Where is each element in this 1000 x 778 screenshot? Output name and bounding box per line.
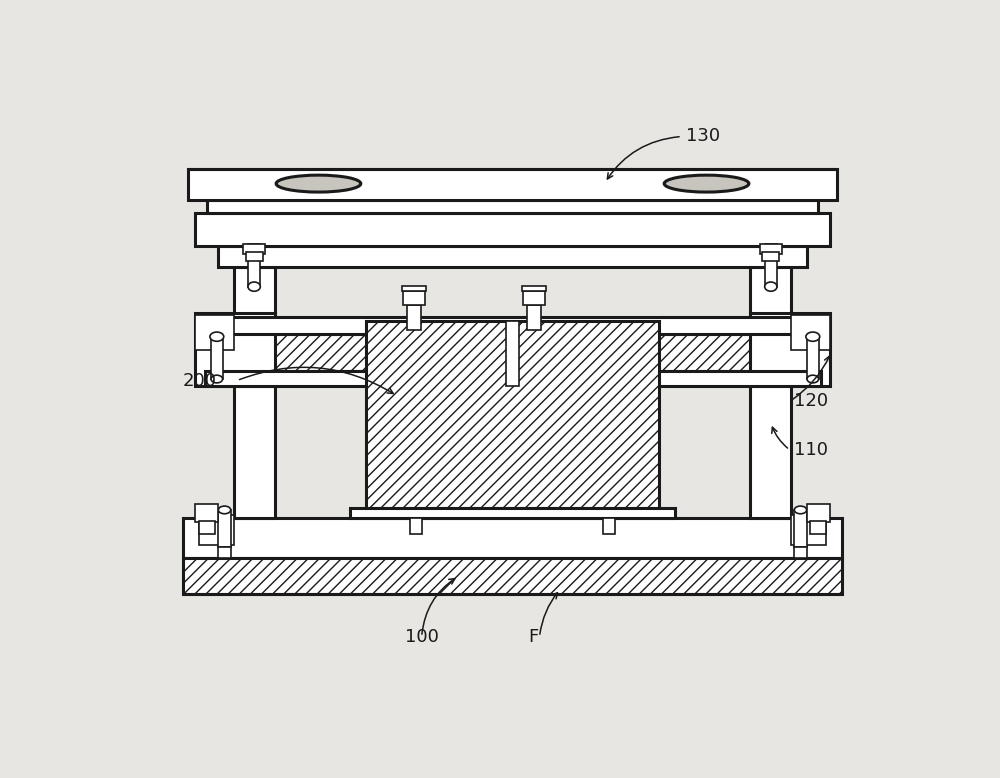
Text: 120: 120: [794, 392, 828, 410]
Bar: [246, 252, 263, 261]
Bar: [188, 169, 837, 200]
Ellipse shape: [664, 175, 749, 192]
Bar: [218, 246, 807, 268]
Bar: [205, 370, 820, 386]
Bar: [410, 518, 422, 534]
Ellipse shape: [211, 375, 223, 383]
Bar: [750, 313, 830, 386]
Bar: [403, 291, 425, 305]
Bar: [195, 315, 234, 350]
Bar: [207, 200, 818, 213]
Bar: [205, 317, 820, 334]
Bar: [506, 321, 519, 386]
Bar: [366, 321, 659, 507]
Bar: [791, 514, 826, 545]
Bar: [522, 286, 546, 291]
Bar: [199, 514, 234, 545]
Bar: [810, 521, 826, 534]
Bar: [791, 315, 830, 350]
Bar: [208, 334, 817, 370]
Bar: [211, 337, 223, 379]
Text: 110: 110: [794, 441, 828, 459]
Bar: [248, 244, 260, 286]
Bar: [243, 244, 265, 254]
Bar: [234, 268, 275, 518]
Text: 200: 200: [183, 372, 217, 390]
Bar: [794, 510, 807, 547]
Bar: [195, 504, 218, 522]
Bar: [807, 504, 830, 522]
Bar: [195, 213, 830, 246]
Ellipse shape: [218, 506, 231, 513]
Text: 130: 130: [686, 128, 720, 145]
Text: 100: 100: [405, 628, 439, 646]
Bar: [765, 244, 777, 286]
Ellipse shape: [276, 175, 361, 192]
Bar: [195, 313, 275, 386]
Bar: [762, 252, 779, 261]
Bar: [794, 547, 807, 559]
Bar: [407, 305, 421, 330]
Ellipse shape: [765, 282, 777, 291]
Bar: [527, 305, 541, 330]
Bar: [183, 559, 842, 594]
Ellipse shape: [248, 282, 260, 291]
Bar: [218, 510, 231, 547]
Ellipse shape: [210, 332, 224, 342]
Ellipse shape: [807, 375, 819, 383]
Ellipse shape: [806, 332, 820, 342]
Bar: [350, 507, 675, 518]
Bar: [402, 286, 426, 291]
Bar: [523, 291, 545, 305]
Bar: [807, 337, 819, 379]
Bar: [199, 521, 215, 534]
Ellipse shape: [794, 506, 807, 513]
Text: F: F: [528, 628, 538, 646]
Bar: [750, 268, 791, 518]
Bar: [183, 518, 842, 559]
Bar: [603, 518, 615, 534]
Bar: [760, 244, 782, 254]
Bar: [218, 547, 231, 559]
